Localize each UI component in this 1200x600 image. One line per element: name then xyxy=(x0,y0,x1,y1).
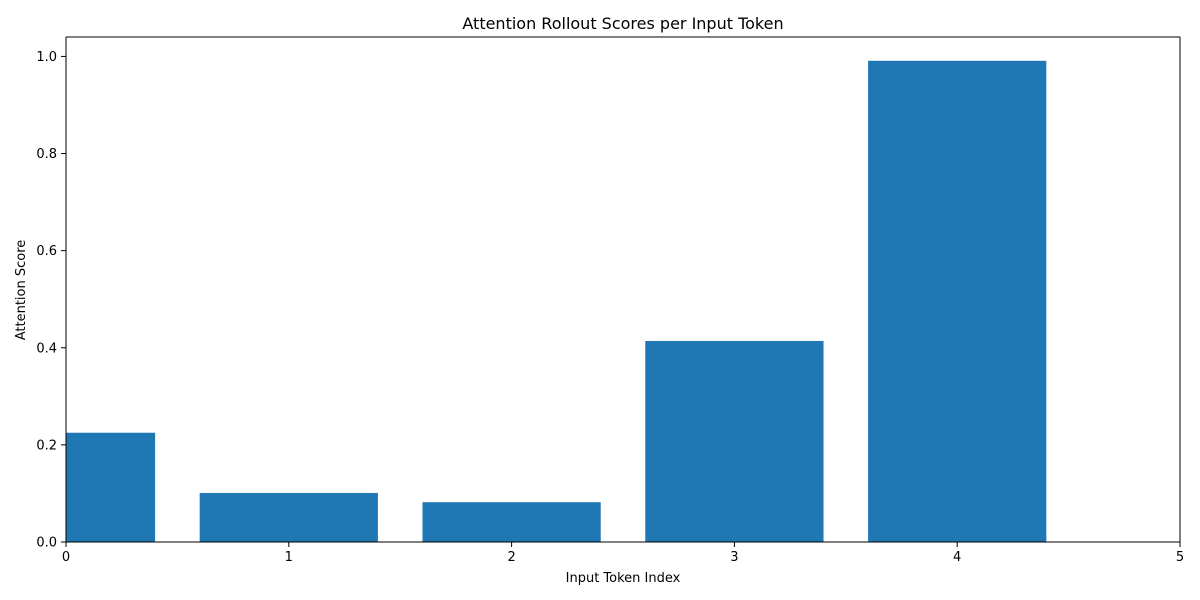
y-tick-label-5: 1.0 xyxy=(36,50,57,65)
y-tick-label-3: 0.6 xyxy=(36,244,57,259)
x-axis-label: Input Token Index xyxy=(566,571,681,586)
bar-4 xyxy=(868,60,1047,542)
y-axis-label: Attention Score xyxy=(14,240,29,341)
x-tick-label-2: 2 xyxy=(507,550,515,565)
x-tick-label-4: 4 xyxy=(953,550,961,565)
x-tick-label-5: 5 xyxy=(1176,550,1184,565)
y-tick-label-1: 0.2 xyxy=(36,438,57,453)
y-tick-label-4: 0.8 xyxy=(36,147,57,162)
chart-title: Attention Rollout Scores per Input Token xyxy=(462,14,783,33)
bar-3 xyxy=(645,340,824,542)
x-ticks: 0 1 2 3 4 5 xyxy=(62,542,1184,565)
axes-group xyxy=(65,36,1181,543)
x-tick-label-0: 0 xyxy=(62,550,70,565)
bar-2 xyxy=(422,502,601,542)
bars-group xyxy=(66,60,1047,542)
x-tick-label-3: 3 xyxy=(730,550,738,565)
bar-0 xyxy=(66,432,156,542)
y-tick-label-0: 0.0 xyxy=(36,536,57,551)
bar-1 xyxy=(199,492,378,542)
y-ticks: 0.0 0.2 0.4 0.6 0.8 1.0 xyxy=(36,50,66,551)
y-tick-label-2: 0.4 xyxy=(36,341,57,356)
x-tick-label-1: 1 xyxy=(285,550,293,565)
